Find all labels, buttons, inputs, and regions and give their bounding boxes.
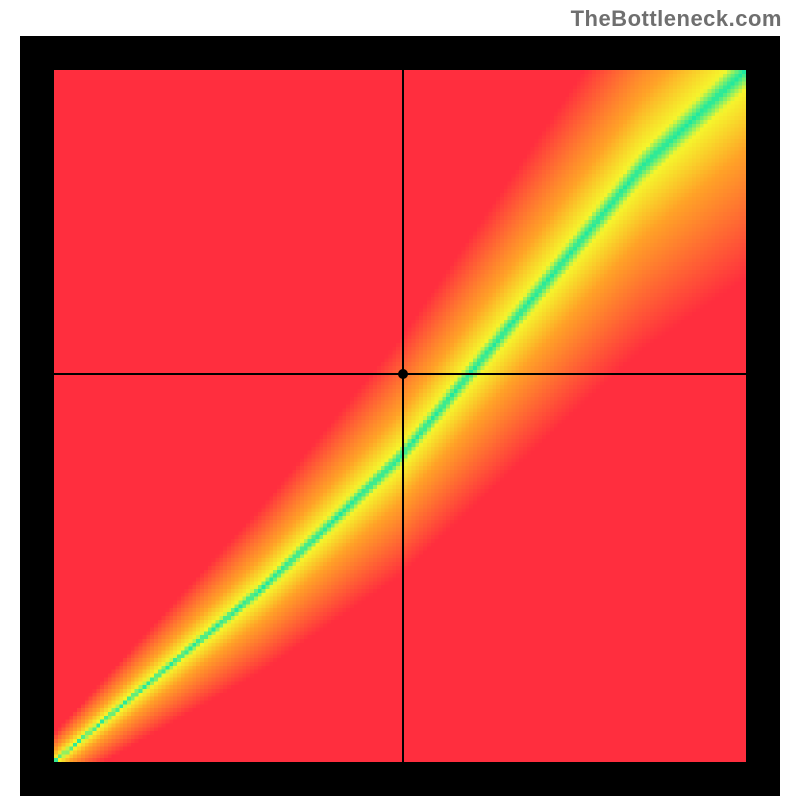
plot-frame [20, 36, 780, 796]
brand-label: TheBottleneck.com [571, 6, 782, 32]
crosshair-vertical [402, 70, 404, 762]
plot-inner [54, 70, 746, 762]
crosshair-marker [398, 369, 408, 379]
heatmap-canvas [54, 70, 746, 762]
